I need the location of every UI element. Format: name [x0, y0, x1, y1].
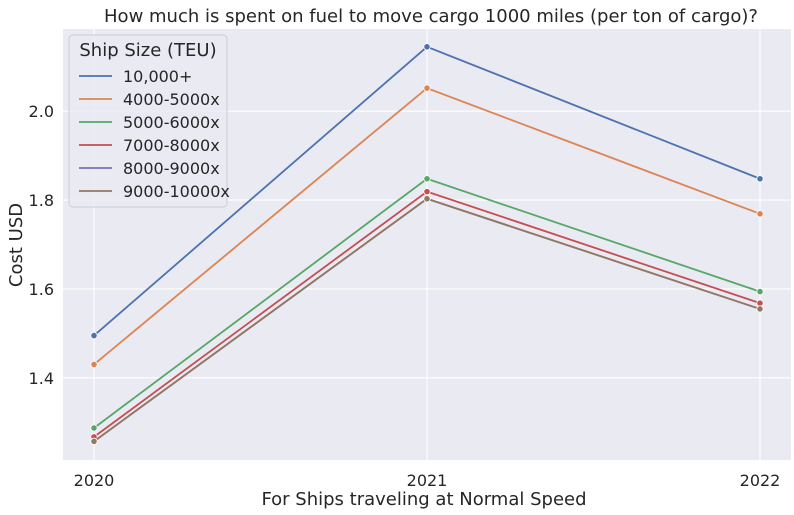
legend-entry: 7000-8000x — [123, 136, 220, 155]
data-point — [756, 287, 764, 296]
data-point — [423, 195, 431, 203]
x-axis-label: For Ships traveling at Normal Speed — [261, 489, 586, 510]
data-point — [423, 43, 431, 51]
y-tick-label: 1.6 — [29, 280, 54, 299]
data-point — [90, 331, 98, 340]
x-tick-label: 2020 — [74, 471, 115, 490]
data-point — [423, 188, 431, 196]
y-tick-label: 2.0 — [29, 102, 54, 121]
data-point — [90, 437, 98, 445]
data-point — [756, 305, 764, 313]
legend-entry: 10,000+ — [123, 67, 192, 86]
chart-title: How much is spent on fuel to move cargo … — [104, 6, 758, 27]
legend-entry: 5000-6000x — [123, 113, 220, 132]
legend-entry: 9000-10000x — [123, 182, 230, 201]
y-tick-label: 1.4 — [29, 369, 54, 388]
legend-entry: 4000-5000x — [123, 90, 220, 109]
axis-ticks: 2020 2021 2022 1.4 1.6 1.8 2.0 — [29, 102, 781, 490]
y-tick-label: 1.8 — [29, 191, 54, 210]
data-point — [423, 175, 431, 183]
data-point — [90, 424, 98, 432]
x-tick-label: 2022 — [740, 471, 781, 490]
legend-entry: 8000-9000x — [123, 159, 220, 178]
legend-box — [68, 34, 228, 208]
y-axis-label: Cost USD — [6, 203, 27, 287]
data-point — [90, 360, 98, 369]
data-point — [756, 210, 764, 218]
x-tick-label: 2021 — [407, 471, 448, 490]
legend-title: Ship Size (TEU) — [79, 40, 216, 61]
data-point — [756, 175, 764, 183]
series-lines — [90, 43, 764, 445]
legend: Ship Size (TEU) 10,000+ 4000-5000x 5000-60… — [68, 34, 230, 208]
data-point — [423, 84, 431, 92]
